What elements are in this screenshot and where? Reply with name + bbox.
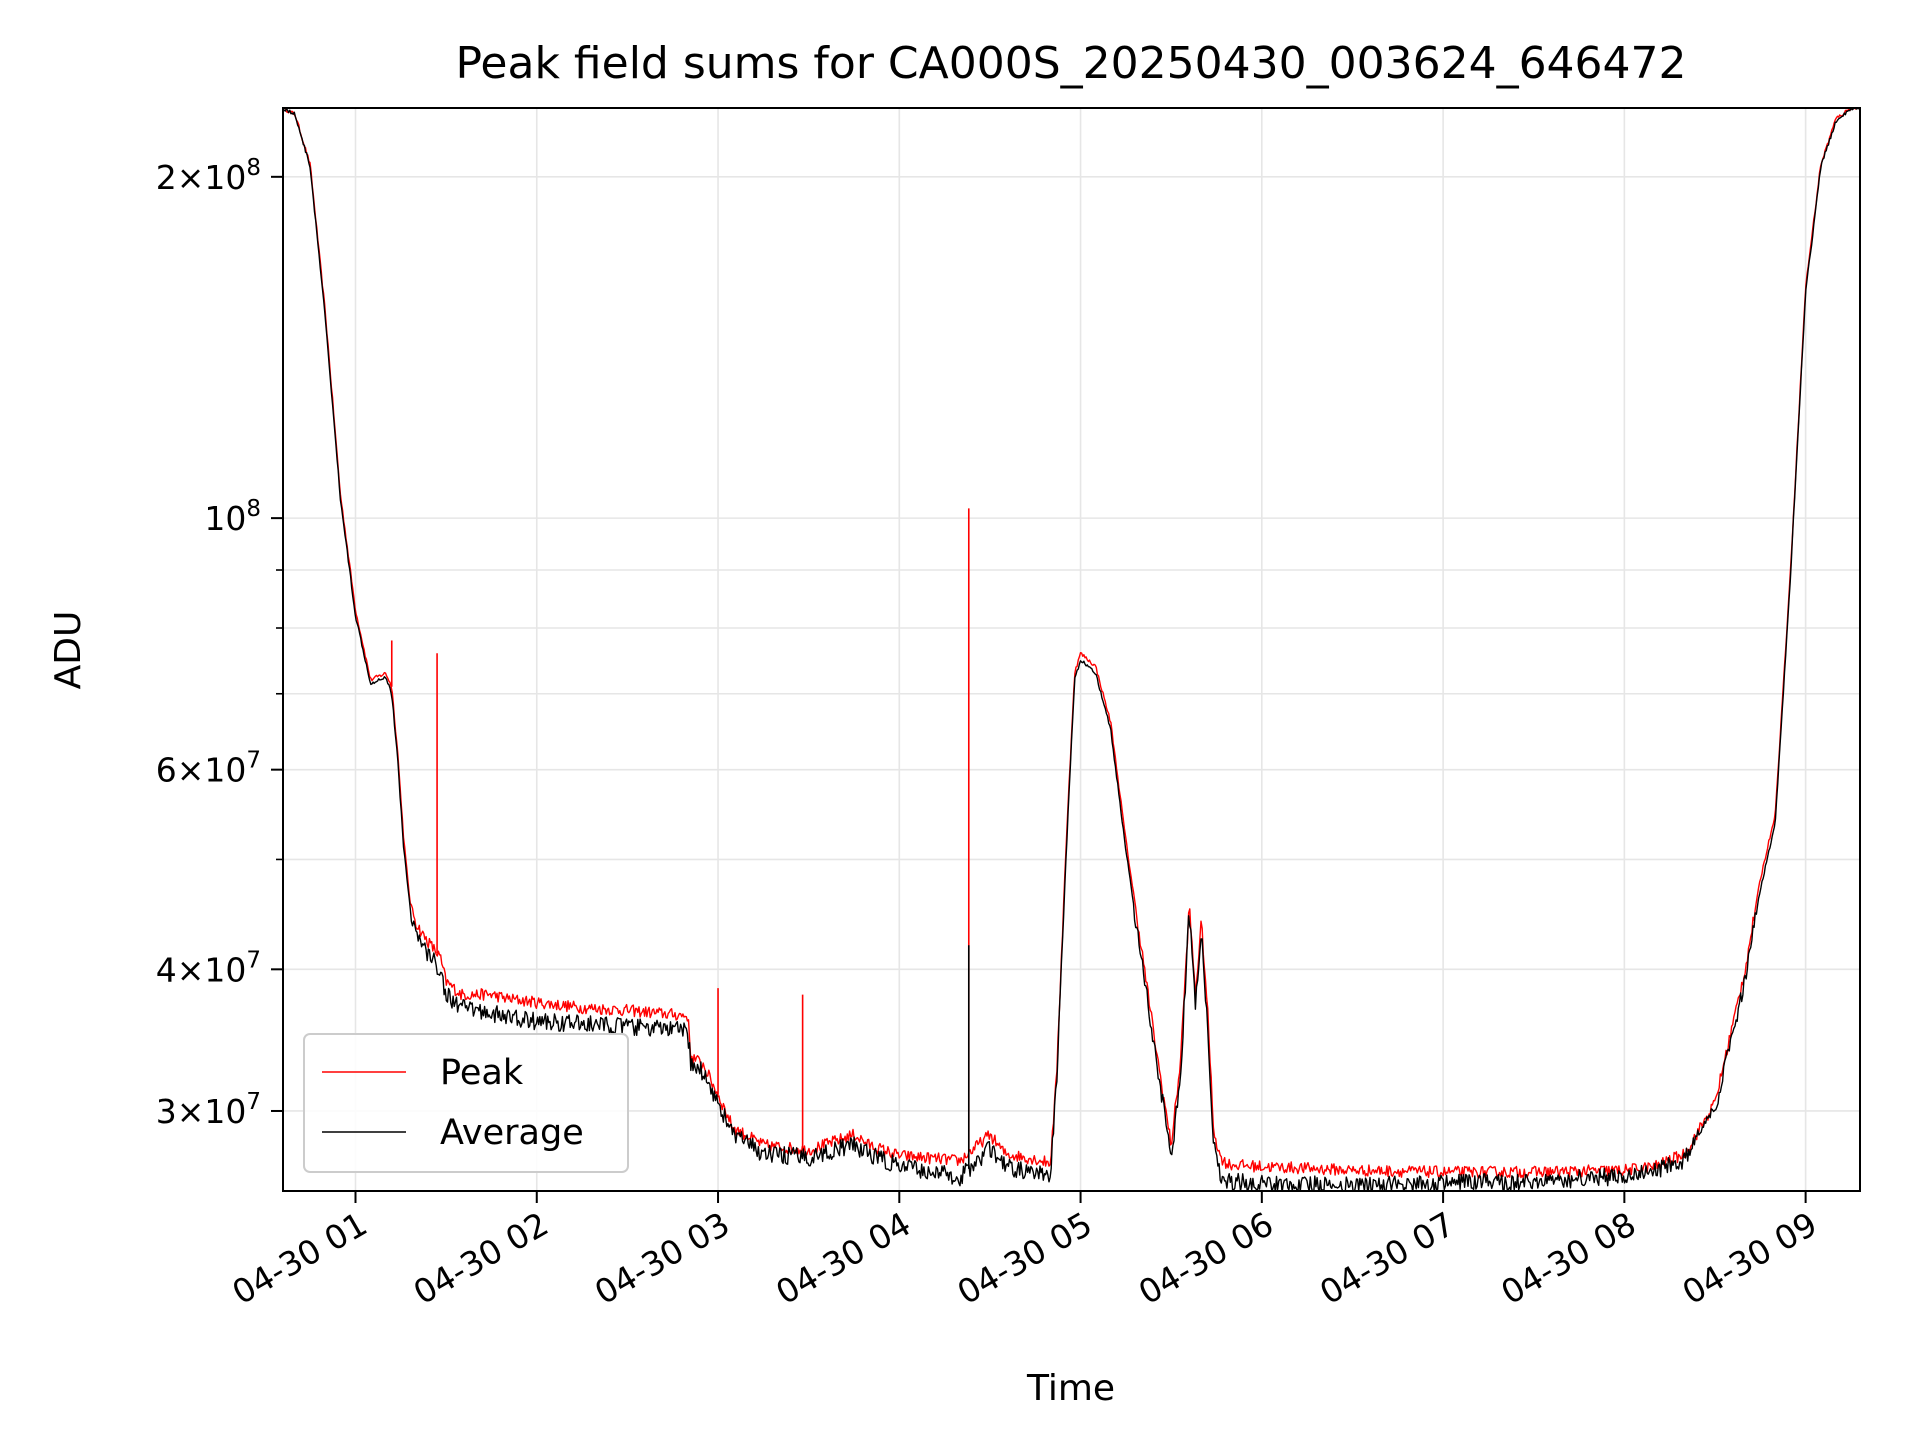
x-tick-label: 04-30 03 <box>588 1204 736 1312</box>
plot-frame <box>282 107 1861 1192</box>
x-tick-label: 04-30 02 <box>407 1204 555 1312</box>
series-line-peak <box>283 108 1860 1179</box>
series-line-average <box>283 108 1860 1191</box>
grid-lines <box>283 108 1860 1191</box>
y-tick-label: 6×107 <box>156 748 261 790</box>
y-tick-label: 108 <box>204 496 261 538</box>
y-tick-label: 4×107 <box>156 947 261 989</box>
x-axis-label: Time <box>1026 1368 1115 1409</box>
chart-title: Peak field sums for CA000S_20250430_0036… <box>455 38 1686 89</box>
x-tick-label: 04-30 04 <box>769 1204 917 1312</box>
legend-box <box>303 1033 629 1173</box>
x-tick-label: 04-30 07 <box>1313 1204 1461 1312</box>
legend-label-average: Average <box>440 1113 584 1153</box>
y-axis: 3×107 4×107 6×107 108 2×108 <box>156 155 283 1131</box>
x-tick-label: 04-30 06 <box>1132 1204 1280 1312</box>
x-tick-label: 04-30 08 <box>1494 1204 1642 1312</box>
y-axis-label: ADU <box>48 611 89 690</box>
x-tick-label: 04-30 09 <box>1676 1204 1824 1312</box>
x-axis: 04-30 01 04-30 02 04-30 03 04-30 04 04-30 05… <box>226 1191 1824 1312</box>
legend-label-peak: Peak <box>440 1053 524 1093</box>
series-layer <box>283 108 1860 1191</box>
y-tick-label: 3×107 <box>156 1089 261 1131</box>
x-tick-label: 04-30 05 <box>951 1204 1099 1312</box>
x-tick-label: 04-30 01 <box>226 1204 374 1312</box>
y-tick-label: 2×108 <box>156 155 261 197</box>
legend: Peak Average <box>303 1033 629 1173</box>
